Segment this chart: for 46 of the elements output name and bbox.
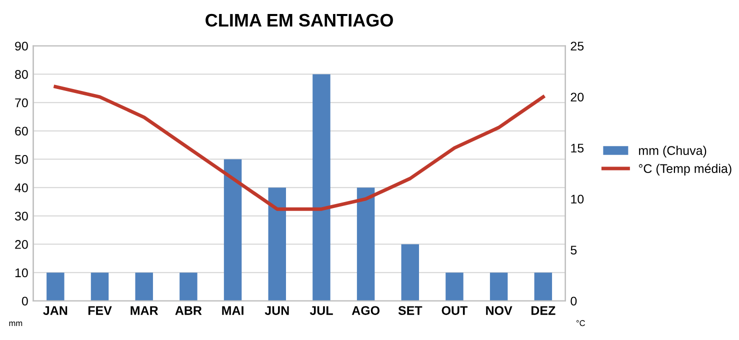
y2-tick-label: 10 [571,194,584,204]
y-tick-label: 50 [14,155,28,164]
y-tick-label: 10 [15,268,28,278]
y2-tick-label: 5 [570,246,577,255]
x-tick-label: JAN [43,306,68,315]
bar [268,188,286,301]
bar [135,272,153,301]
bar [446,272,464,301]
x-tick-label: MAR [130,306,158,315]
y2-tick-label: 15 [571,144,584,153]
bar [401,244,420,301]
x-tick-label: NOV [486,306,512,315]
x-tick-label: AGO [352,306,380,315]
y2-tick-label: 20 [570,92,584,102]
y2-tick-label: 25 [570,42,584,51]
y-tick-label: 70 [15,98,28,108]
legend-label: °C (Temp média) [638,164,732,176]
y-tick-label: 40 [14,183,28,192]
bar [224,159,242,301]
y2-tick-label: 0 [570,296,577,306]
y-tick-label: 90 [15,42,28,51]
x-tick-label: JUN [264,306,289,315]
line-series [54,84,545,211]
bar [180,272,198,301]
y-axis-title: mm [9,322,22,326]
x-tick-label: DEZ [532,306,556,315]
y-tick-label: 60 [15,126,28,136]
legend-label: mm (Chuva) [639,146,706,158]
y-tick-label: 0 [22,296,28,306]
x-tick-label: FEV [88,306,112,315]
x-tick-label: SET [398,306,422,315]
x-tick-label: JUL [310,306,333,315]
y-tick-label: 20 [15,240,28,249]
bar [46,272,64,301]
chart-title: CLIMA EM SANTIAGO [206,14,393,27]
bar [90,272,109,301]
y-tick-label: 30 [14,212,28,221]
x-tick-label: ABR [175,306,202,315]
bar [490,272,508,301]
x-tick-label: OUT [442,306,468,315]
bar [312,74,330,301]
bar [356,188,375,301]
x-tick-label: MAI [222,306,244,315]
bar [534,272,552,301]
y2-axis-title: °C [576,320,586,326]
y-tick-label: 80 [15,70,28,79]
